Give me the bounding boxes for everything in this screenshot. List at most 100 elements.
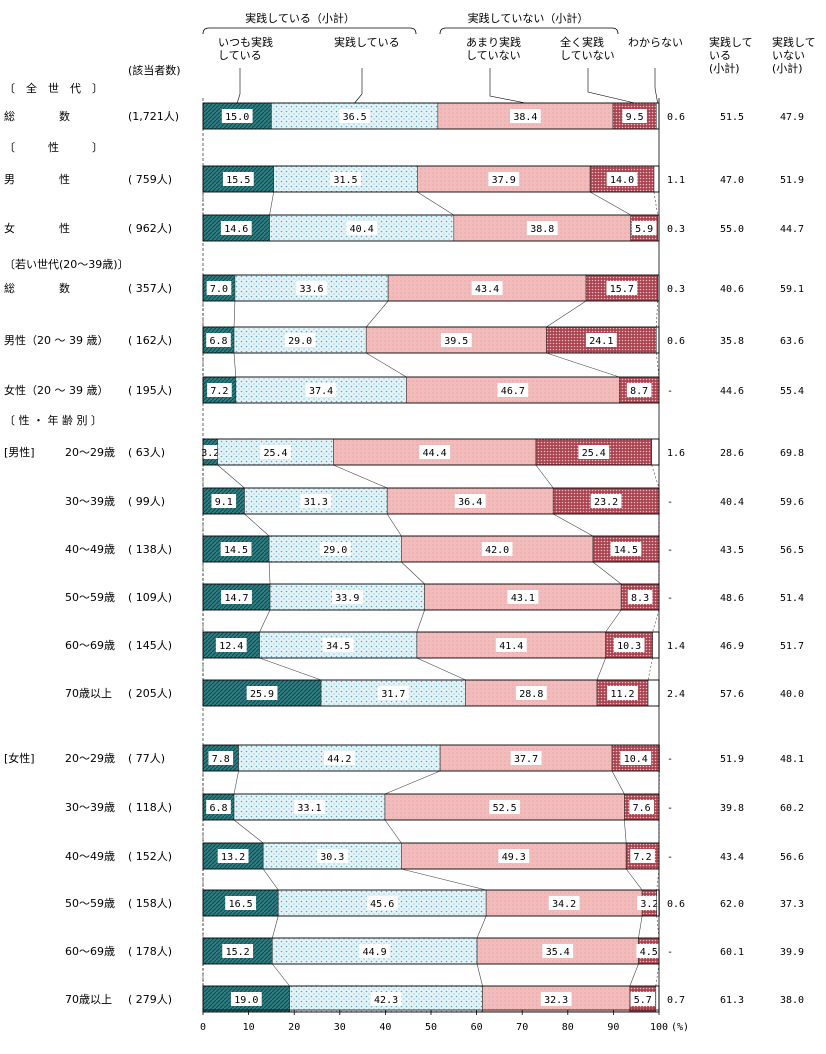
bar-segment [652,631,660,659]
data-label: 5.9 [635,224,653,235]
row-count: (1,721人) [128,110,179,123]
subtotal-not-implemented: 37.3 [780,899,804,910]
data-label-bg [498,849,530,863]
subtotal-not-implemented: 59.1 [780,284,804,295]
subtotal-not-implemented: 38.0 [780,995,804,1006]
connector-line [546,352,620,378]
connector-line [259,609,271,633]
data-label-bg [548,896,580,910]
row-count: ( 962人) [128,222,172,235]
row-count: ( 77人) [128,752,165,765]
data-label: 43.1 [511,593,535,604]
data-label: 28.8 [519,689,543,700]
unknown-value: 0.6 [667,112,685,123]
connector-line [401,561,425,585]
connector-line [553,513,594,537]
unknown-value: - [667,754,673,765]
data-label: 38.4 [513,112,537,123]
data-label: 25.9 [250,689,274,700]
legend-never: 全く実践していない [560,35,615,62]
data-label: 37.9 [492,175,516,186]
data-label-bg [622,109,647,123]
subtotal-implemented: 35.8 [720,336,744,347]
data-label: 14.6 [224,224,248,235]
data-label: 32.3 [544,995,568,1006]
connector-line [366,352,407,378]
data-label-bg [637,896,662,910]
data-label: 42.3 [374,995,398,1006]
legend-leader-line [489,68,526,104]
subtotal-not-implemented: 59.6 [780,497,804,508]
subtotal-implemented: 57.6 [720,689,744,700]
data-label-bg [607,686,638,700]
data-label-bg [230,992,262,1006]
connector-line [416,657,466,681]
row-count: ( 205人) [128,687,172,700]
row-count: ( 162人) [128,334,172,347]
section-label: 〔 性 〕 [4,140,103,154]
data-label-bg [515,686,547,700]
row-count: ( 279人) [128,993,172,1006]
data-label: 13.2 [221,852,245,863]
connector-line [611,770,625,795]
data-label: 23.2 [594,497,618,508]
header: 実践している（小計） 実践していない（小計） いつも実践している 実践している あまり実… [128,11,816,104]
data-label: 15.0 [225,112,249,123]
connector-line [244,513,270,537]
x-tick-label: 50 [425,1022,437,1033]
data-label-bg [366,896,398,910]
data-label: 14.5 [224,545,248,556]
legend-leader-line [654,68,658,104]
x-tick-label: 30 [334,1022,346,1033]
data-label-bg [510,751,542,765]
unknown-value: - [667,803,673,814]
legend-rarely: あまり実践していない [466,35,521,62]
data-label-bg [507,590,539,604]
subtotal-not-implemented: 51.4 [780,593,804,604]
connector-line [476,963,483,987]
data-label-bg [495,638,527,652]
connector-line [629,963,639,987]
data-label: 45.6 [370,899,394,910]
data-label-bg [631,221,657,235]
data-label: 14.0 [610,175,634,186]
section-label: 〔若い世代(20～39歳)〕 [4,258,129,271]
connector-line [596,657,606,681]
data-label-bg [471,281,503,295]
bar-segment [655,985,660,1013]
unknown-value: 1.6 [667,448,685,459]
connector-line [655,352,660,378]
legend-implement: 実践している [334,35,400,49]
data-label-bg [300,494,332,508]
group-label: [男性] [4,445,35,459]
x-tick-label: 20 [288,1022,300,1033]
connector-line [416,609,425,633]
connector-line [656,868,660,891]
unknown-value: - [667,593,673,604]
row-count: ( 759人) [128,173,172,186]
data-label-bg [260,445,291,459]
connector-line [476,915,487,939]
data-label-bg [440,333,472,347]
row-label: 男 性 [4,172,70,186]
connector-line [233,352,237,378]
row-count: ( 118人) [128,801,172,814]
data-label-bg [370,992,402,1006]
connector-line [605,609,622,633]
subtotal-implemented: 51.9 [720,754,744,765]
data-label-bg [206,333,231,347]
data-label-bg [636,944,662,958]
data-label: 15.7 [610,284,634,295]
row-label: 総 数 [4,281,70,295]
x-tick-label: 0 [200,1022,206,1033]
data-label-bg [294,800,325,814]
data-label-bg [246,686,278,700]
subtotal-not-implemented: 39.9 [780,947,804,958]
data-label: 4.5 [640,947,658,958]
subtotal-not-implemented: 51.7 [780,641,804,652]
connector-line [655,300,658,328]
data-label-bg [613,638,645,652]
subtotal-implemented: 28.6 [720,448,744,459]
unknown-value: 1.1 [667,175,685,186]
